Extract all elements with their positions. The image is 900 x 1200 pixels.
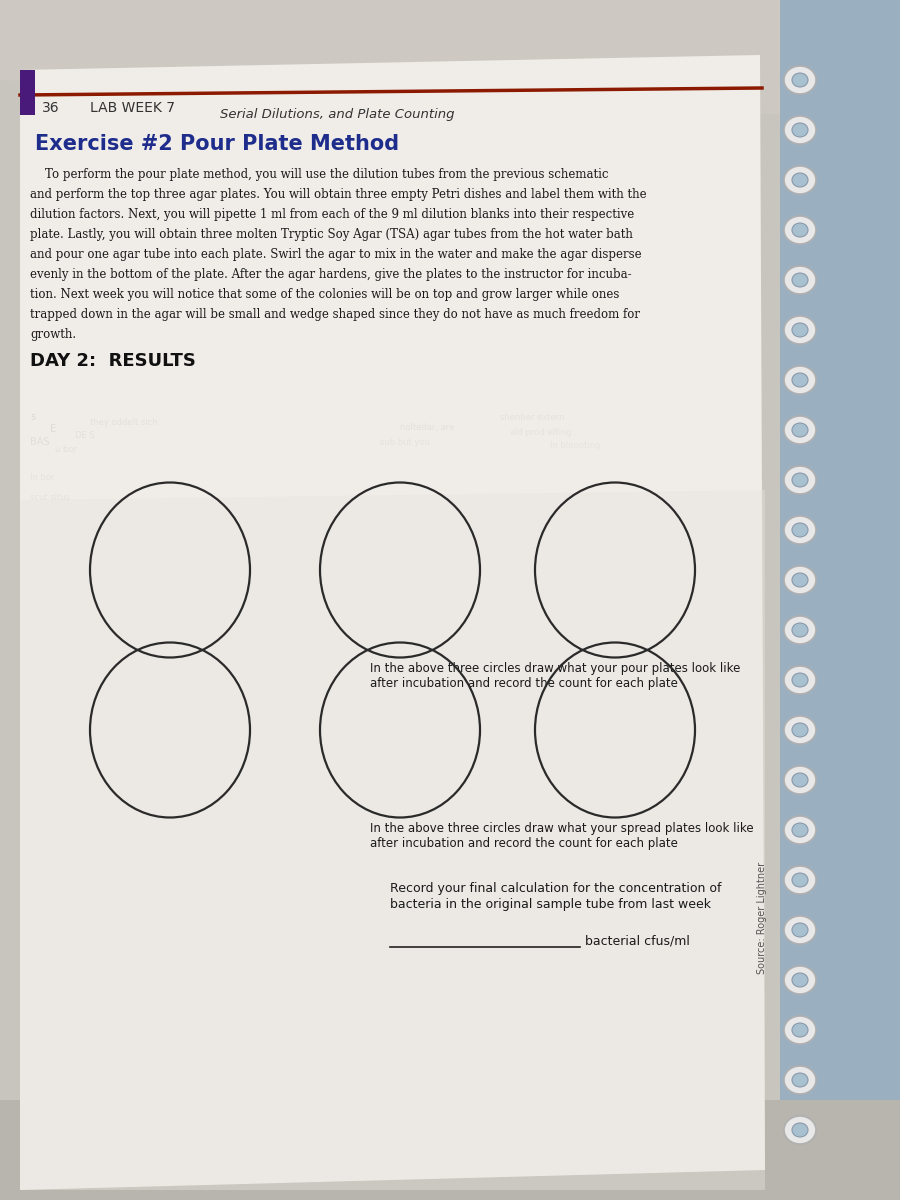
Text: Serial Dilutions, and Plate Counting: Serial Dilutions, and Plate Counting — [220, 108, 454, 121]
Ellipse shape — [784, 366, 816, 394]
Ellipse shape — [784, 116, 816, 144]
Ellipse shape — [792, 473, 808, 487]
Polygon shape — [0, 1100, 900, 1200]
Text: noltedar, are: noltedar, are — [400, 422, 454, 432]
Text: u bor: u bor — [55, 445, 77, 454]
Text: LAB WEEK 7: LAB WEEK 7 — [90, 101, 175, 115]
Text: Pour Plate Method: Pour Plate Method — [180, 134, 399, 154]
Ellipse shape — [792, 722, 808, 737]
Ellipse shape — [792, 523, 808, 538]
Text: after incubation and record the count for each plate: after incubation and record the count fo… — [370, 838, 678, 850]
Text: trapped down in the agar will be small and wedge shaped since they do not have a: trapped down in the agar will be small a… — [30, 308, 640, 320]
Polygon shape — [20, 55, 765, 1190]
Text: after incubation and record the count for each plate: after incubation and record the count fo… — [370, 677, 678, 690]
Ellipse shape — [792, 223, 808, 236]
Ellipse shape — [784, 766, 816, 794]
Text: and pour one agar tube into each plate. Swirl the agar to mix in the water and m: and pour one agar tube into each plate. … — [30, 248, 642, 260]
Text: In the above three circles draw what your spread plates look like: In the above three circles draw what you… — [370, 822, 753, 835]
Ellipse shape — [792, 73, 808, 86]
Ellipse shape — [792, 823, 808, 838]
Ellipse shape — [792, 1022, 808, 1037]
Ellipse shape — [792, 122, 808, 137]
Ellipse shape — [784, 1116, 816, 1144]
Ellipse shape — [784, 866, 816, 894]
Text: BAS: BAS — [30, 437, 50, 446]
Ellipse shape — [784, 166, 816, 194]
Ellipse shape — [784, 466, 816, 494]
Ellipse shape — [784, 616, 816, 644]
Text: 36: 36 — [42, 101, 59, 115]
Text: Exercise #2: Exercise #2 — [35, 134, 173, 154]
Polygon shape — [20, 70, 35, 115]
Ellipse shape — [792, 173, 808, 187]
Ellipse shape — [792, 874, 808, 887]
Text: Source: Roger Lightner: Source: Roger Lightner — [757, 862, 767, 974]
Text: DE S: DE S — [75, 431, 94, 440]
Ellipse shape — [784, 566, 816, 594]
Ellipse shape — [784, 966, 816, 994]
Ellipse shape — [784, 316, 816, 344]
Ellipse shape — [784, 1016, 816, 1044]
Polygon shape — [20, 490, 765, 1190]
Text: shenber extern: shenber extern — [500, 413, 564, 422]
Text: To perform the pour plate method, you will use the dilution tubes from the previ: To perform the pour plate method, you wi… — [30, 168, 608, 181]
Ellipse shape — [784, 916, 816, 944]
Ellipse shape — [792, 923, 808, 937]
Text: plate. Lastly, you will obtain three molten Tryptic Soy Agar (TSA) agar tubes fr: plate. Lastly, you will obtain three mol… — [30, 228, 633, 241]
Ellipse shape — [792, 373, 808, 386]
Text: In bor: In bor — [30, 473, 55, 482]
Ellipse shape — [784, 266, 816, 294]
Text: dilution factors. Next, you will pipette 1 ml from each of the 9 ml dilution bla: dilution factors. Next, you will pipette… — [30, 208, 634, 221]
Text: sub but you: sub but you — [380, 438, 430, 446]
Polygon shape — [780, 0, 900, 1200]
Text: In the above three circles draw what your pour plates look like: In the above three circles draw what you… — [370, 662, 741, 674]
Text: growth.: growth. — [30, 328, 76, 341]
Ellipse shape — [792, 1123, 808, 1138]
Ellipse shape — [792, 623, 808, 637]
Ellipse shape — [784, 416, 816, 444]
Text: E: E — [50, 424, 56, 434]
Text: In blenoting: In blenoting — [550, 440, 600, 450]
Text: Record your final calculation for the concentration of: Record your final calculation for the co… — [390, 882, 722, 895]
Ellipse shape — [784, 66, 816, 94]
Ellipse shape — [784, 516, 816, 544]
Ellipse shape — [784, 1066, 816, 1094]
Ellipse shape — [792, 272, 808, 287]
Ellipse shape — [792, 422, 808, 437]
Text: tion. Next week you will notice that some of the colonies will be on top and gro: tion. Next week you will notice that som… — [30, 288, 619, 301]
Ellipse shape — [792, 323, 808, 337]
Ellipse shape — [792, 572, 808, 587]
Ellipse shape — [784, 216, 816, 244]
Ellipse shape — [784, 816, 816, 844]
Ellipse shape — [784, 666, 816, 694]
Ellipse shape — [792, 773, 808, 787]
Text: bacterial cfus/ml: bacterial cfus/ml — [585, 934, 690, 947]
Text: s: s — [30, 412, 35, 422]
Text: scut situs: scut situs — [30, 493, 70, 502]
Text: and perform the top three agar plates. You will obtain three empty Petri dishes : and perform the top three agar plates. Y… — [30, 188, 646, 200]
Ellipse shape — [792, 973, 808, 986]
Text: they oddelt sich: they oddelt sich — [90, 418, 158, 427]
Text: DAY 2:  RESULTS: DAY 2: RESULTS — [30, 352, 196, 370]
Ellipse shape — [784, 716, 816, 744]
Text: bacteria in the original sample tube from last week: bacteria in the original sample tube fro… — [390, 898, 711, 911]
Polygon shape — [0, 0, 900, 120]
Ellipse shape — [792, 673, 808, 686]
Text: evenly in the bottom of the plate. After the agar hardens, give the plates to th: evenly in the bottom of the plate. After… — [30, 268, 632, 281]
Text: ald prod effing: ald prod effing — [510, 428, 572, 437]
Ellipse shape — [792, 1073, 808, 1087]
